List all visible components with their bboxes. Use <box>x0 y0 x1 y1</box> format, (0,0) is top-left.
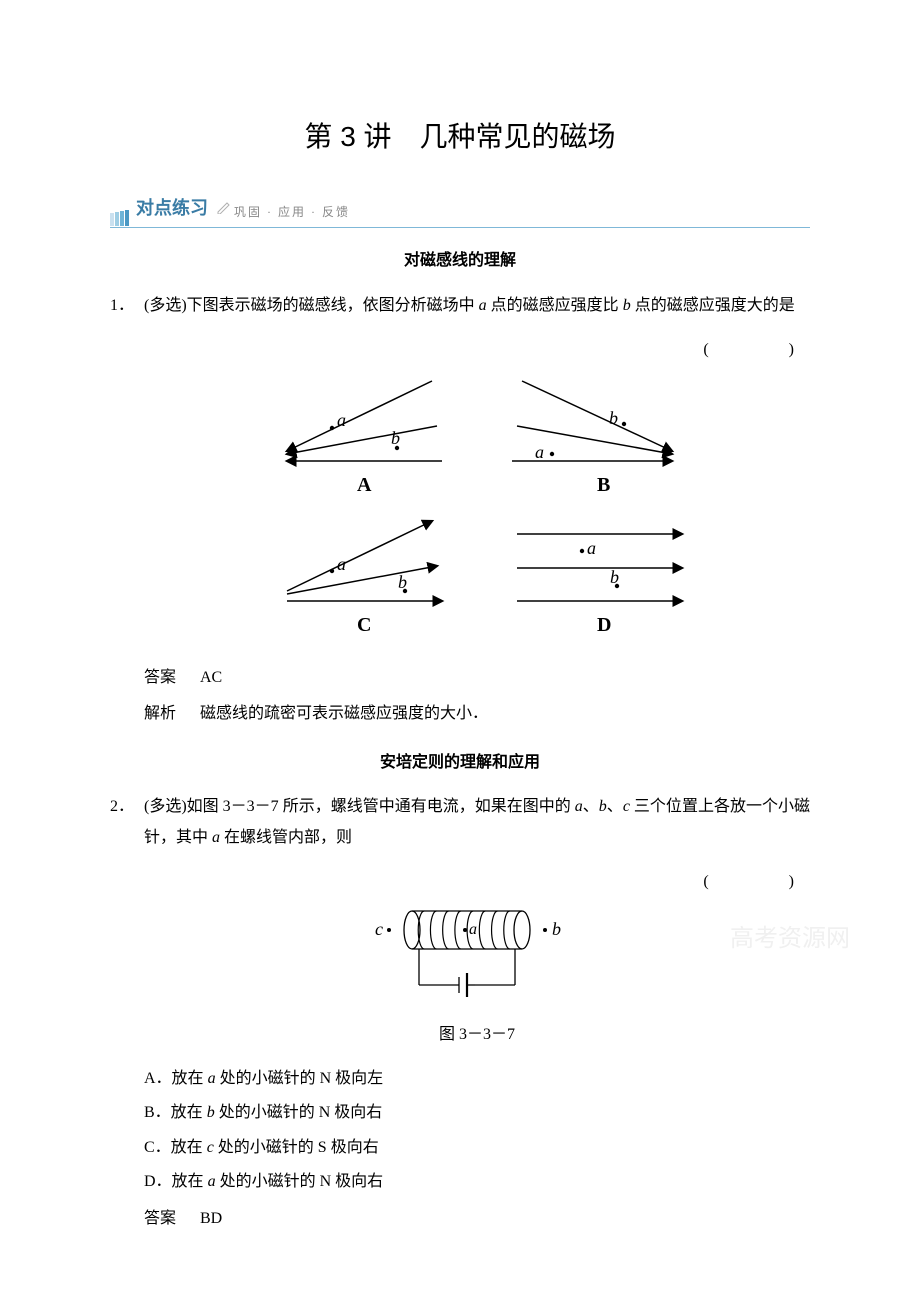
page-title: 第 3 讲 几种常见的磁场 <box>110 110 810 163</box>
options-list: A．放在 a 处的小磁针的 N 极向左 B．放在 b 处的小磁针的 N 极向右 … <box>144 1064 810 1198</box>
label-b: b <box>552 919 561 939</box>
var-a: a <box>479 297 487 314</box>
answer-value: BD <box>200 1204 810 1234</box>
text: 、 <box>607 798 623 815</box>
label-a: a <box>535 442 544 462</box>
label-c: c <box>375 919 383 939</box>
answer-blank: ( ) <box>703 335 810 365</box>
text: 点的磁感应强度比 <box>487 297 623 314</box>
option-A: A．放在 a 处的小磁针的 N 极向左 <box>144 1064 810 1094</box>
subsection-title-2: 安培定则的理解和应用 <box>110 748 810 778</box>
question-number: 1． <box>110 291 144 321</box>
text: (多选)下图表示磁场的磁感线，依图分析磁场中 <box>144 297 479 314</box>
question-1: 1． (多选)下图表示磁场的磁感线，依图分析磁场中 a 点的磁感应强度比 b 点… <box>110 291 810 730</box>
question-number: 2． <box>110 792 144 822</box>
var-c: c <box>623 798 630 815</box>
text: (多选)如图 3－3－7 所示，螺线管中通有电流，如果在图中的 <box>144 798 575 815</box>
question-text: (多选)下图表示磁场的磁感线，依图分析磁场中 a 点的磁感应强度比 b 点的磁感… <box>144 291 810 321</box>
var-a2: a <box>212 829 220 846</box>
text: 在螺线管内部，则 <box>220 829 352 846</box>
answer-label: 答案 <box>144 1204 200 1234</box>
label-a: a <box>337 410 346 430</box>
subsection-title-1: 对磁感线的理解 <box>110 246 810 276</box>
analysis-value: 磁感线的疏密可表示磁感应强度的大小． <box>200 699 810 729</box>
watermark: 高考资源网 <box>730 917 850 963</box>
var-b: b <box>599 798 607 815</box>
panel-label: B <box>597 474 610 496</box>
section-label-sub: 巩固 · 应用 · 反馈 <box>234 201 350 228</box>
question-2: 2． (多选)如图 3－3－7 所示，螺线管中通有电流，如果在图中的 a、b、c… <box>110 792 810 1234</box>
label-a: a <box>337 554 346 574</box>
label-a: a <box>587 538 596 558</box>
answer-blank: ( ) <box>703 867 810 897</box>
question-text: (多选)如图 3－3－7 所示，螺线管中通有电流，如果在图中的 a、b、c 三个… <box>144 792 810 853</box>
q2-figure: 高考资源网 c a b <box>144 907 810 1013</box>
text: 、 <box>583 798 599 815</box>
var-b: b <box>623 297 631 314</box>
option-B: B．放在 b 处的小磁针的 N 极向右 <box>144 1098 810 1128</box>
answer-label: 答案 <box>144 663 200 693</box>
panel-label: D <box>597 614 611 636</box>
figure-caption: 图 3－3－7 <box>144 1020 810 1050</box>
label-b: b <box>610 567 619 587</box>
label-a: a <box>469 921 477 938</box>
section-label-main: 对点练习 <box>136 191 208 227</box>
q1-figure: a b A a b B <box>144 376 810 657</box>
analysis-label: 解析 <box>144 699 200 729</box>
pencil-icon <box>216 195 230 225</box>
option-D: D．放在 a 处的小磁针的 N 极向右 <box>144 1167 810 1197</box>
section-marker-icon <box>110 207 130 223</box>
text: 点的磁感应强度大的是 <box>631 297 795 314</box>
label-b: b <box>398 572 407 592</box>
panel-label: A <box>357 474 372 496</box>
var-a: a <box>575 798 583 815</box>
answer-value: AC <box>200 663 810 693</box>
section-bar: 对点练习 巩固 · 应用 · 反馈 <box>110 191 810 228</box>
panel-label: C <box>357 614 371 636</box>
label-b: b <box>391 428 400 448</box>
option-C: C．放在 c 处的小磁针的 S 极向右 <box>144 1133 810 1163</box>
label-b: b <box>609 408 618 428</box>
